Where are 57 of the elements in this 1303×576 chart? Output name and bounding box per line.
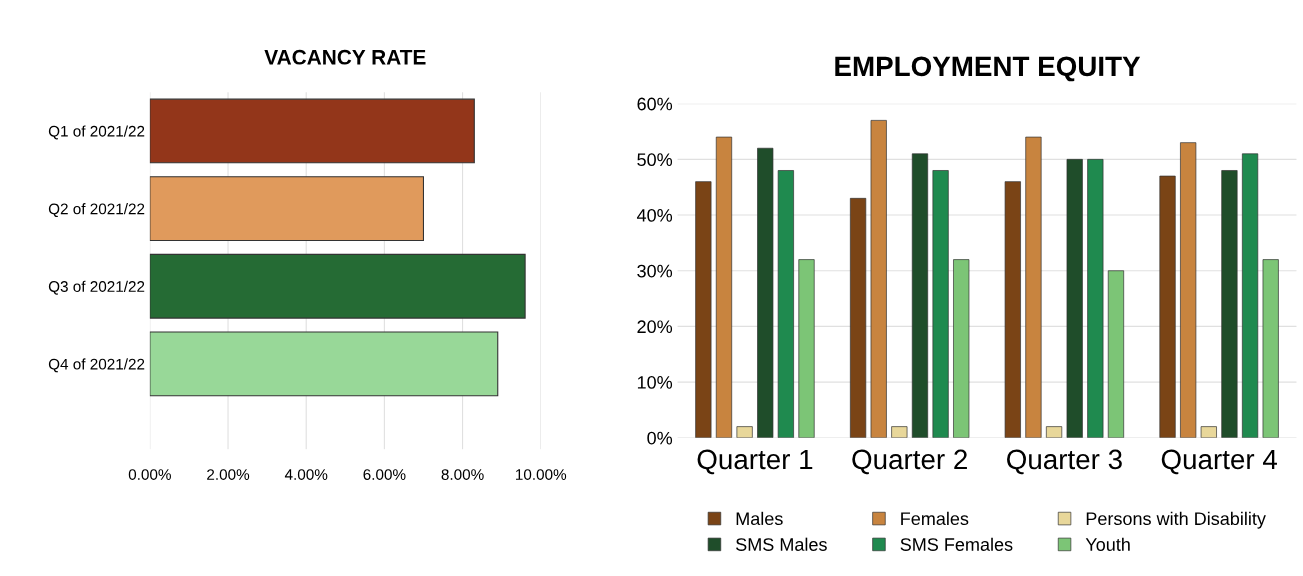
bar — [870, 120, 887, 438]
bar — [149, 331, 499, 397]
bar — [1221, 170, 1238, 438]
bar — [798, 259, 815, 438]
bar — [1066, 159, 1083, 438]
x-tick-label: 4.00% — [284, 469, 328, 480]
bar — [1159, 175, 1176, 438]
bar — [757, 147, 774, 438]
legend-label: SMS Males — [736, 537, 827, 551]
x-tick-label: 10.00% — [516, 469, 567, 480]
bar — [1025, 136, 1042, 438]
y-tick-label: 0% — [647, 431, 673, 445]
bar — [1241, 153, 1259, 438]
bar — [715, 136, 733, 438]
bar — [953, 259, 970, 438]
bar — [736, 426, 753, 438]
bar — [1262, 259, 1279, 438]
legend-label: Males — [736, 511, 783, 526]
y-tick-label: 20% — [637, 320, 673, 334]
x-tick-label: Quarter 3 — [1007, 449, 1122, 475]
y-tick-label: Q1 of 2021/22 — [48, 125, 145, 140]
bar — [149, 253, 526, 319]
bar — [1200, 426, 1217, 438]
x-tick-label: 2.00% — [207, 469, 250, 480]
y-tick-label: 60% — [637, 97, 673, 111]
bar — [891, 426, 908, 438]
bar — [149, 176, 425, 241]
bar — [932, 170, 949, 438]
y-tick-label: Q4 of 2021/22 — [48, 358, 145, 373]
bar — [1004, 181, 1021, 438]
bar — [1107, 270, 1125, 438]
bar — [695, 181, 712, 438]
y-tick-label: 10% — [637, 376, 673, 389]
chart-title: VACANCY RATE — [264, 49, 426, 65]
y-tick-label: 40% — [636, 208, 673, 222]
x-tick-label: 0.00% — [128, 469, 171, 480]
y-tick-label: 50% — [637, 153, 673, 167]
y-tick-label: 30% — [637, 264, 673, 278]
legend-label: Youth — [1085, 537, 1130, 551]
bar — [911, 153, 929, 438]
x-tick-label: 6.00% — [363, 469, 406, 480]
bar — [777, 170, 794, 438]
legend-label: SMS Females — [900, 537, 1013, 551]
x-tick-label: Quarter 4 — [1161, 449, 1277, 475]
x-tick-label: Quarter 1 — [697, 449, 813, 475]
y-tick-label: Q3 of 2021/22 — [48, 280, 145, 295]
x-tick-label: Quarter 2 — [852, 449, 967, 475]
legend-label: Persons with Disability — [1086, 511, 1266, 529]
x-tick-label: 8.00% — [441, 469, 484, 480]
bar — [1045, 426, 1063, 438]
bar — [1087, 159, 1104, 438]
y-tick-label: Q2 of 2021/22 — [48, 203, 145, 218]
bar — [149, 98, 475, 164]
bar — [849, 197, 867, 438]
legend-label: Females — [901, 511, 969, 526]
chart-title: EMPLOYMENT EQUITY — [835, 56, 1141, 82]
bar — [1180, 142, 1197, 438]
